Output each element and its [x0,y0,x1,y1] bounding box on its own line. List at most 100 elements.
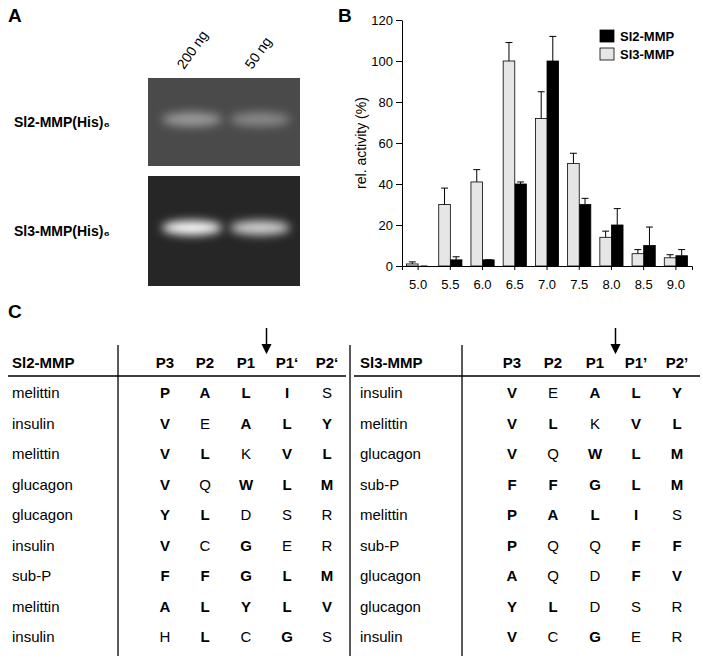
figure: ABC200 ng50 ngSl2-MMP(His)₆Sl3-MMP(His)₆… [0,0,703,661]
table-cell: Q [589,537,601,554]
table-cell: L [631,476,640,493]
bar [483,260,495,266]
plot-area [407,36,688,266]
table-cell: E [200,415,210,432]
table-cell: C [548,628,559,645]
panel-b: 0204060801001205.05.56.06.57.07.58.08.59… [353,13,693,292]
gel-row-label: Sl3-MMP(His)₆ [14,223,110,239]
y-axis-line [402,21,403,267]
x-tick-mark [482,266,483,270]
table-cell: Y [322,415,332,432]
x-tick-mark [547,266,548,270]
table-cell: G [240,537,252,554]
table-cell: L [282,415,291,432]
lane-label: 200 ng [173,27,211,71]
table-cell: A [241,415,252,432]
table-cell: sub-P [360,476,399,493]
table-cell: sub-P [12,567,51,584]
table-cell: glucagon [360,598,421,615]
table-cell: L [631,445,640,462]
x-tick-mark [450,266,451,270]
bar [644,246,656,267]
table-rule [8,375,346,376]
gel-band [162,112,222,126]
y-tick: 60 [379,136,402,151]
panel-c: Sl2-MMPP3P2P1P1‘P2‘melittinPALISinsulinV… [8,328,700,656]
table-divider [117,345,118,656]
bar [579,205,591,267]
bar [611,225,623,266]
y-tick-mark [396,225,402,226]
table-cell: L [548,598,557,615]
x-tick-mark [643,266,644,270]
error-bar [453,257,460,260]
error-bar [570,153,577,163]
x-tick-label: 5.5 [441,277,459,292]
table-cell: V [160,537,170,554]
table-cell: melittin [12,598,60,615]
bar [450,260,462,266]
table-cell: V [160,415,170,432]
x-tick: 5.0 [409,266,427,292]
error-bar [420,266,427,267]
table-cell: melittin [12,445,60,462]
x-tick: 7.5 [570,266,588,292]
table-header: P2 [196,354,214,371]
gel-band [162,221,222,235]
table-cell: K [590,415,600,432]
table-cell: H [160,628,171,645]
table-cell: S [322,384,332,401]
table-cell: L [200,445,209,462]
gel-image [148,176,300,286]
table-cell: F [200,567,209,584]
y-axis-title: rel. activity (%) [353,97,369,189]
table-header: P2‘ [316,354,339,371]
table-cell: Q [199,476,211,493]
error-bar-stem [617,209,618,225]
gel-band [230,221,290,235]
error-bar-cap [441,188,448,189]
table-cell: insulin [360,628,403,645]
x-tick-label: 5.0 [409,277,427,292]
table-cell: Q [547,537,559,554]
table-cell: L [631,384,640,401]
table-cell: glucagon [12,476,73,493]
bar [503,61,515,266]
table-cell: S [282,506,292,523]
error-bar [602,231,609,237]
series [420,36,687,266]
gel-image [148,78,300,166]
table-cell: F [160,567,169,584]
table-cell: V [322,598,332,615]
bar [676,256,688,266]
table-cell: S [631,598,641,615]
table-cell: insulin [12,628,55,645]
bar [547,61,559,266]
error-bar [441,188,448,204]
error-bar [678,250,685,256]
lane-label: 50 ng [241,34,274,72]
error-bar-cap [453,256,460,257]
table-cell: Q [547,445,559,462]
error-bar-cap [602,231,609,232]
error-bar-cap [582,198,589,199]
table-cell: glucagon [360,567,421,584]
y-tick-mark [396,184,402,185]
y-tick-label: 40 [379,177,393,192]
error-bar-cap [570,153,577,154]
x-tick: 7.0 [538,266,556,292]
table-cell: K [241,445,251,462]
table-cell: L [672,415,681,432]
table-cell: F [631,537,640,554]
legend-swatch [600,48,614,60]
table-cell: F [507,476,516,493]
table-cell: L [200,628,209,645]
table-cell: Q [547,567,559,584]
table-cell: M [671,445,684,462]
table-cell: E [548,384,558,401]
bar [535,118,547,266]
table-cell: V [507,415,517,432]
y-tick-label: 80 [379,95,393,110]
y-tick: 100 [371,54,402,69]
error-bar-stem [444,188,445,204]
